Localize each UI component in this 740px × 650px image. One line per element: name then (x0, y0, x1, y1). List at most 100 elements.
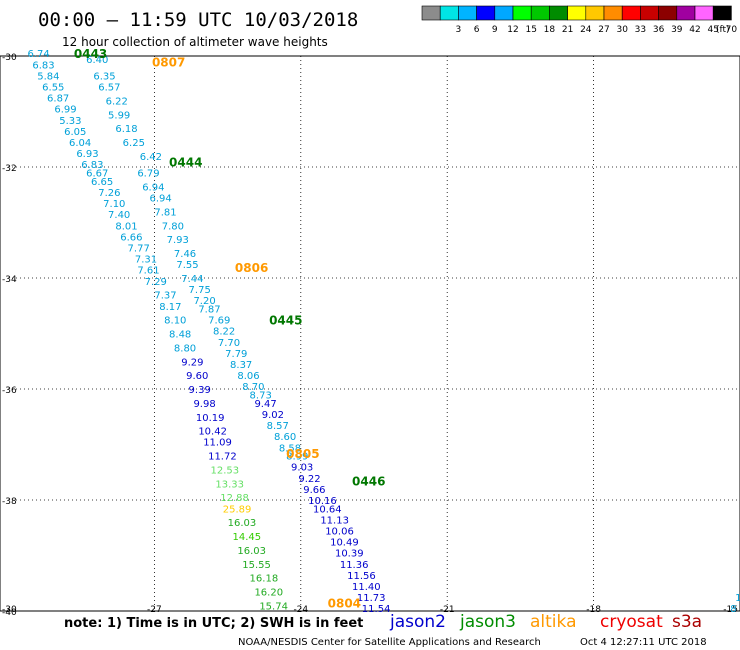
wave-height-label: 10.64 (313, 504, 342, 515)
wave-height-label: 8.58 (279, 443, 301, 454)
wave-height-label: 11.56 (347, 571, 376, 582)
wave-height-label: 7.79 (225, 349, 247, 360)
legend-tick-label: 9 (492, 25, 498, 35)
wave-height-label: 8.70 (242, 382, 264, 393)
legend-tick-label: 21 (562, 25, 573, 35)
wave-height-label: 8.37 (230, 360, 252, 371)
pass-time-label: 0804 (328, 597, 361, 611)
legend-swatch (712, 5, 732, 21)
wave-height-label: 7.37 (154, 291, 176, 302)
pass-time-label: 0806 (235, 261, 268, 275)
pass-time-label: 0805 (286, 447, 319, 461)
wave-height-label: 15.74 (259, 601, 288, 612)
wave-height-label: 7.29 (145, 277, 167, 288)
pass-time-label: 0446 (352, 475, 385, 489)
wave-height-label: 5.99 (108, 110, 130, 121)
satellite-label-jason2: jason2 (389, 612, 446, 632)
y-tick-label: -34 (2, 275, 17, 285)
wave-height-label: 6.83 (32, 60, 54, 71)
wave-height-label: 9.03 (291, 463, 313, 474)
legend-tick-label: 70 (726, 25, 738, 35)
wave-height-label: 6.79 (137, 169, 159, 180)
wave-height-label: 6.87 (47, 94, 69, 105)
wave-height-label: 7.93 (167, 235, 189, 246)
wave-height-label: 6.04 (69, 138, 91, 149)
satellite-legend: jason2 jason3 altika cryosat s3a (389, 612, 702, 632)
wave-height-label: 6.67 (86, 169, 108, 180)
x-tick-label: -27 (147, 605, 162, 615)
wave-height-label: 8.06 (237, 371, 259, 382)
x-tick-label: -18 (586, 605, 601, 615)
legend-swatch (439, 5, 459, 21)
wave-height-label: 9.39 (189, 385, 211, 396)
wave-height-label: 8.57 (267, 421, 289, 432)
legend-swatch (585, 5, 605, 21)
wave-height-label: 5.84 (37, 71, 59, 82)
y-tick-label: -36 (2, 386, 17, 396)
x-tick-label: -30 (2, 605, 17, 615)
wave-height-label: 16.03 (237, 546, 266, 557)
legend-swatch (530, 5, 550, 21)
wave-height-label: 11.73 (357, 593, 386, 604)
wave-height-label: 9.47 (254, 399, 276, 410)
x-tick-label: -15 (723, 605, 738, 615)
wave-height-label: 6.22 (106, 96, 128, 107)
wave-height-label: 8.17 (159, 302, 181, 313)
legend-swatch (476, 5, 496, 21)
pass-time-labels: 0443 0807 0444 0806 0445 0805 0446 0804 (74, 47, 386, 610)
wave-height-label: 7.44 (181, 274, 203, 285)
wave-height-label: 8.80 (174, 343, 196, 354)
wave-height-label: 7.31 (135, 255, 157, 266)
wave-height-label: 9.66 (303, 485, 325, 496)
wave-height-label: 9.60 (186, 371, 208, 382)
legend-tick-label: 3 (456, 25, 462, 35)
wave-height-label: 7.55 (176, 260, 198, 271)
legend-tick-label: 39 (671, 25, 683, 35)
wave-height-label: 6.25 (123, 138, 145, 149)
color-legend: 3 6 9 12 15 18 21 24 27 30 33 36 39 42 45 70 (421, 5, 738, 35)
wave-height-label: 7.20 (193, 296, 215, 307)
wave-height-label: 10.16 (308, 496, 337, 507)
wave-height-label: 6.66 (120, 232, 142, 243)
legend-tick-label: 30 (616, 25, 628, 35)
wave-height-label: 8.60 (274, 432, 296, 443)
satellite-label-altika: altika (530, 612, 577, 632)
wave-height-label: 14.45 (232, 532, 261, 543)
wave-height-label: 8.73 (250, 391, 272, 402)
wave-height-label: 9.29 (181, 357, 203, 368)
legend-tick-label: 24 (580, 25, 592, 35)
wave-height-label: 6.40 (86, 55, 108, 66)
wave-height-label: 8.99 (286, 452, 308, 463)
wave-height-label: 11.36 (340, 560, 369, 571)
wave-height-label: 11.13 (320, 515, 349, 526)
y-tick-label: -40 (2, 608, 17, 618)
satellite-label-jason3: jason3 (459, 612, 516, 632)
wave-height-label: 7.70 (218, 338, 240, 349)
wave-height-label: 5.33 (59, 116, 81, 127)
wave-height-label: 9.98 (193, 399, 215, 410)
legend-swatch (421, 5, 441, 21)
pass-time-label: 0443 (74, 47, 107, 61)
wave-height-label: 16.20 (254, 588, 283, 599)
pass-time-label: 0444 (169, 155, 202, 169)
legend-unit: (ft) (716, 25, 730, 35)
map-subtitle: 12 hour collection of altimeter wave hei… (62, 35, 328, 49)
wave-height-label: 10.39 (335, 549, 364, 560)
legend-swatch (658, 5, 678, 21)
wave-height-label: 6.93 (76, 149, 98, 160)
wave-height-label: 6.55 (42, 83, 64, 94)
wave-height-label: 7.77 (128, 243, 150, 254)
legend-tick-label: 15 (525, 25, 536, 35)
footer-credit: NOAA/NESDIS Center for Satellite Applica… (238, 637, 541, 648)
wave-height-label: 7.10 (103, 199, 125, 210)
wave-height-label: 6.94 (142, 182, 164, 193)
legend-swatch (567, 5, 587, 21)
y-tick-label: -30 (2, 53, 17, 63)
footer-timestamp: Oct 4 12:27:11 UTC 2018 (580, 637, 707, 648)
wave-height-label: 7.80 (162, 221, 184, 232)
legend-tick-label: 6 (474, 25, 480, 35)
wave-height-label: 25.89 (223, 504, 252, 515)
wave-height-label: 6.35 (93, 71, 115, 82)
legend-tick-label: 33 (635, 25, 646, 35)
pass-time-label: 0807 (152, 56, 185, 70)
